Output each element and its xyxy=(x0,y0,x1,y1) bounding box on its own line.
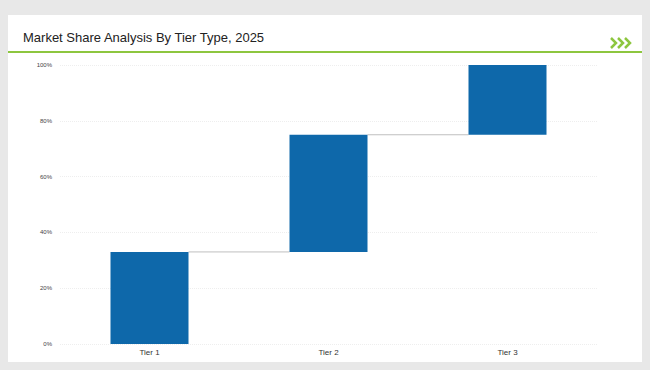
svg-text:Tier 2: Tier 2 xyxy=(318,348,339,357)
svg-text:100%: 100% xyxy=(37,62,53,68)
svg-text:Tier 3: Tier 3 xyxy=(497,348,518,357)
svg-text:40%: 40% xyxy=(40,229,53,235)
svg-text:Market Share Analysis By Tier: Market Share Analysis By Tier Type, 2025 xyxy=(23,30,264,45)
svg-text:0%: 0% xyxy=(43,341,52,347)
svg-text:Tier 1: Tier 1 xyxy=(139,348,160,357)
svg-text:80%: 80% xyxy=(40,118,53,124)
svg-text:20%: 20% xyxy=(40,285,53,291)
svg-text:60%: 60% xyxy=(40,174,53,180)
